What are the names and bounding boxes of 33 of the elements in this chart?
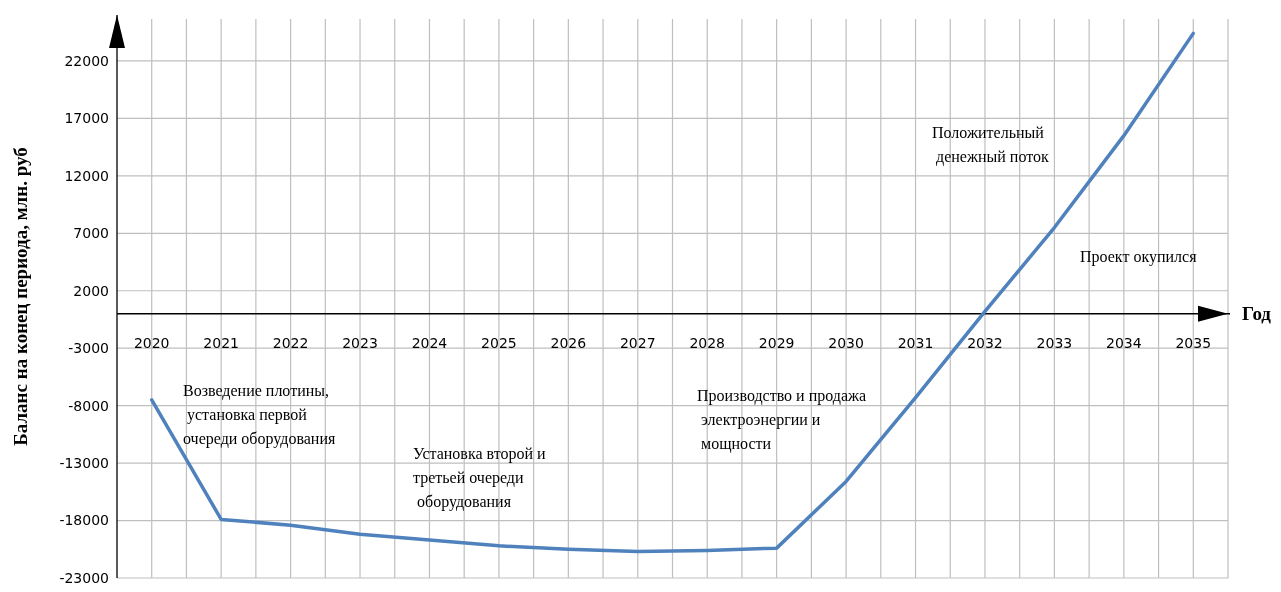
x-tick-label: 2035	[1175, 334, 1212, 351]
y-tick-label: 7000	[73, 225, 109, 242]
x-tick-label: 2026	[550, 334, 587, 351]
y-tick-label: -23000	[59, 569, 109, 586]
y-tick-label: 17000	[64, 110, 109, 127]
x-tick-label: 2034	[1106, 334, 1142, 351]
y-axis-title: Баланс на конец периода, млн. руб	[10, 147, 31, 446]
x-tick-label: 2025	[481, 334, 517, 351]
x-tick-label: 2033	[1036, 334, 1073, 351]
annotation: Возведение плотины, установка первой очереди оборудования	[183, 382, 336, 448]
x-tick-label: 2029	[758, 334, 795, 351]
x-tick-label: 2020	[133, 334, 170, 351]
x-tick-label: 2030	[828, 334, 864, 351]
x-tick-label: 2021	[203, 334, 239, 351]
x-tick-label: 2032	[967, 334, 1003, 351]
y-tick-label: 22000	[64, 52, 109, 69]
annotation: Производство и продажа электроэнергии и мощности	[697, 387, 867, 453]
x-tick-label: 2023	[342, 334, 378, 351]
x-tick-label: 2028	[689, 334, 726, 351]
y-tick-label: -13000	[59, 455, 109, 471]
annotation: Проект окупился	[1080, 248, 1198, 266]
x-tick-label: 2022	[272, 334, 309, 351]
x-axis-title: Год	[1242, 303, 1272, 325]
annotation: Установка второй и третьей очереди оборудования	[413, 445, 547, 511]
x-tick-label: 2024	[411, 334, 448, 351]
x-tick-label: 2027	[619, 334, 656, 351]
y-tick-label: -18000	[59, 512, 109, 529]
y-tick-label: -8000	[68, 397, 109, 414]
annotation: Положительный денежный поток	[932, 124, 1049, 166]
x-tick-label: 2031	[897, 334, 934, 351]
y-tick-label: 2000	[73, 282, 109, 299]
y-tick-label: 12000	[64, 167, 109, 184]
y-tick-label: -3000	[68, 340, 109, 357]
